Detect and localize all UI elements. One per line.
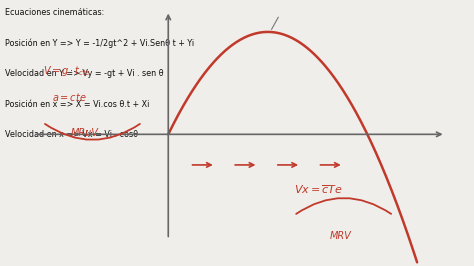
Text: Posición en Y => Y = -1/2gt^2 + Vi.Senθ t + Yi: Posición en Y => Y = -1/2gt^2 + Vi.Senθ … <box>5 39 194 48</box>
Text: MRuV: MRuV <box>71 128 99 138</box>
Text: Velocidad en Y => Vy = -gt + Vi . sen θ: Velocidad en Y => Vy = -gt + Vi . sen θ <box>5 69 164 78</box>
Text: $a = cte$: $a = cte$ <box>52 91 87 103</box>
Text: MRV: MRV <box>329 231 351 242</box>
Text: Velocidad en x => Vx = Vi . cosθ: Velocidad en x => Vx = Vi . cosθ <box>5 130 138 139</box>
Text: Posición en x => X = Vi.cos θ.t + Xi: Posición en x => X = Vi.cos θ.t + Xi <box>5 100 149 109</box>
Text: $V = g\cdot t_{cte}$: $V = g\cdot t_{cte}$ <box>43 64 91 78</box>
Text: Ecuaciones cinemáticas:: Ecuaciones cinemáticas: <box>5 8 104 17</box>
Text: $Vx = \overline{c}Te$: $Vx = \overline{c}Te$ <box>294 184 343 196</box>
